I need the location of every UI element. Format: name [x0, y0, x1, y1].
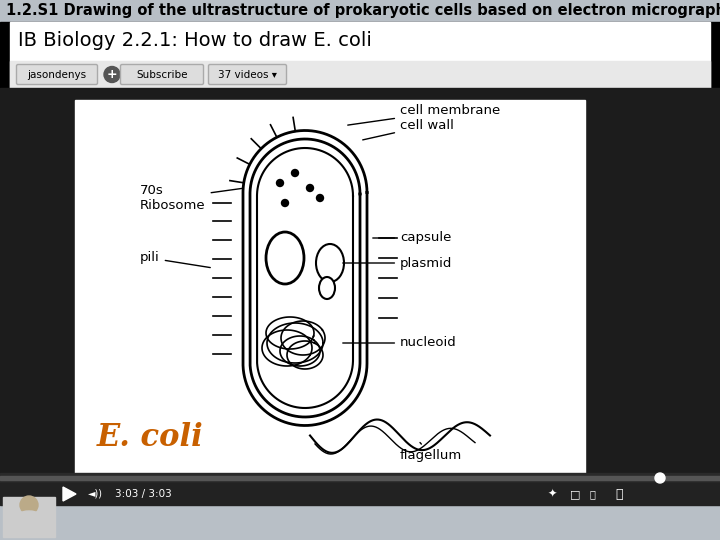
- Circle shape: [307, 185, 313, 192]
- Bar: [0, 483, 720, 505]
- Bar: [0, 22, 720, 88]
- Circle shape: [282, 199, 289, 206]
- Text: IB Biology 2.2.1: How to draw E. coli: IB Biology 2.2.1: How to draw E. coli: [18, 30, 372, 50]
- Text: flagellum: flagellum: [400, 442, 462, 462]
- Bar: [0, 505, 720, 540]
- Text: □: □: [570, 489, 580, 499]
- Bar: [0, 476, 720, 480]
- Circle shape: [655, 473, 665, 483]
- Text: 3:03 / 3:03: 3:03 / 3:03: [115, 489, 172, 499]
- Text: capsule: capsule: [373, 232, 451, 245]
- FancyBboxPatch shape: [209, 64, 287, 84]
- Text: 37 videos ▾: 37 videos ▾: [217, 70, 276, 79]
- Text: ◄)): ◄)): [88, 489, 103, 499]
- Text: cell wall: cell wall: [363, 119, 454, 140]
- Text: 1.2.S1 Drawing of the ultrastructure of prokaryotic cells based on electron micr: 1.2.S1 Drawing of the ultrastructure of …: [6, 3, 720, 18]
- Text: jasondenys: jasondenys: [27, 70, 86, 79]
- Polygon shape: [63, 487, 76, 501]
- Text: nucleoid: nucleoid: [343, 336, 456, 349]
- FancyBboxPatch shape: [17, 64, 97, 84]
- Circle shape: [276, 179, 284, 186]
- Text: +: +: [107, 68, 117, 81]
- Text: E. coli: E. coli: [97, 422, 204, 453]
- Bar: [75, 100, 585, 475]
- Bar: [10, 22, 710, 88]
- Ellipse shape: [266, 232, 304, 284]
- Text: cell membrane: cell membrane: [348, 104, 500, 125]
- Circle shape: [292, 170, 299, 177]
- Ellipse shape: [319, 277, 335, 299]
- Text: ⤢: ⤢: [615, 488, 623, 501]
- Ellipse shape: [316, 244, 344, 282]
- Ellipse shape: [14, 511, 44, 529]
- Circle shape: [317, 194, 323, 201]
- Text: ✦: ✦: [548, 489, 557, 499]
- Circle shape: [104, 66, 120, 83]
- Circle shape: [20, 496, 38, 514]
- Bar: [0, 88, 720, 483]
- Bar: [0, 473, 720, 483]
- Text: ⬜: ⬜: [590, 489, 596, 499]
- Bar: [10, 61, 710, 88]
- FancyBboxPatch shape: [120, 64, 204, 84]
- Text: pili: pili: [140, 252, 210, 267]
- Bar: [3, 497, 55, 537]
- Bar: [0, 0, 720, 22]
- Text: Subscribe: Subscribe: [136, 70, 188, 79]
- Text: plasmid: plasmid: [343, 256, 452, 269]
- Text: 70s
Ribosome: 70s Ribosome: [140, 184, 242, 212]
